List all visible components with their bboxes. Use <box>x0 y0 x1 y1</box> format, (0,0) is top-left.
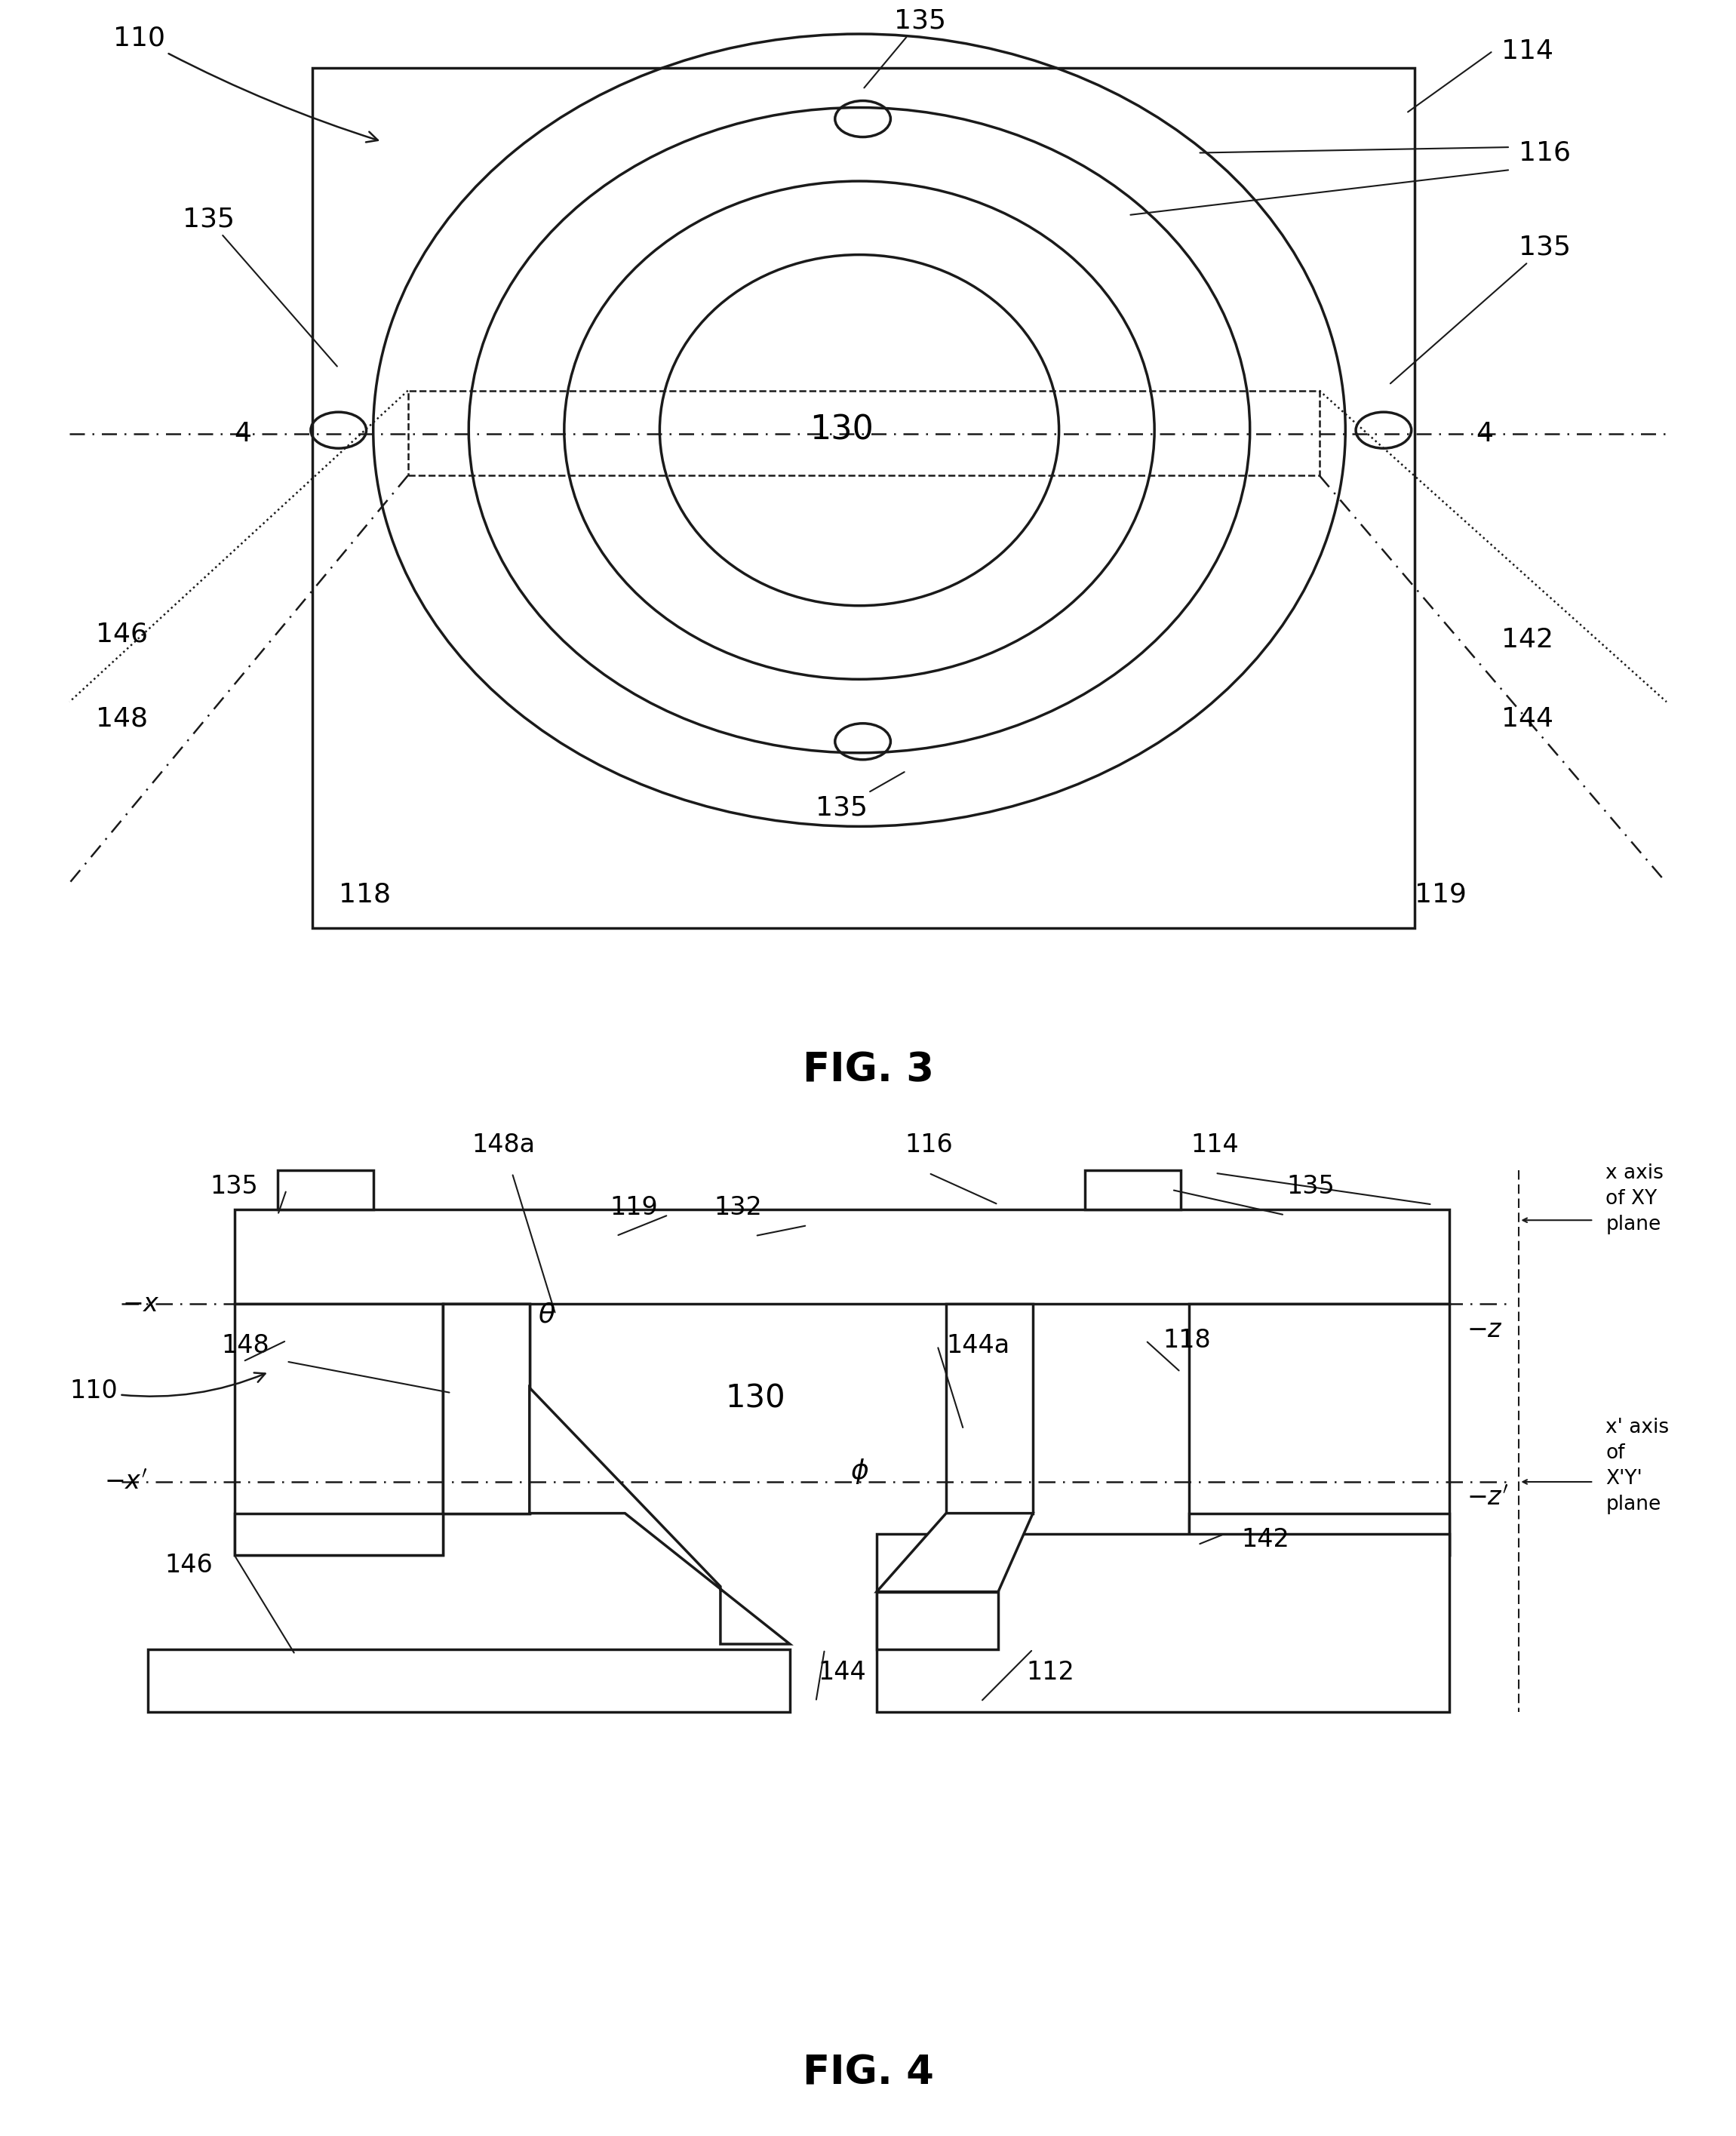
Text: 130: 130 <box>811 414 873 446</box>
Text: FIG. 4: FIG. 4 <box>802 2053 934 2093</box>
Text: 142: 142 <box>1241 1527 1290 1553</box>
Polygon shape <box>1189 1512 1450 1555</box>
Text: $\theta$: $\theta$ <box>538 1301 556 1326</box>
Text: 144: 144 <box>818 1660 866 1685</box>
Text: 148: 148 <box>220 1333 269 1358</box>
Text: 135: 135 <box>1286 1175 1335 1198</box>
Text: $-z$: $-z$ <box>1467 1318 1503 1344</box>
Text: 146: 146 <box>165 1553 214 1579</box>
Text: x axis
of XY
plane: x axis of XY plane <box>1606 1164 1663 1235</box>
Polygon shape <box>946 1303 1033 1512</box>
Polygon shape <box>148 1649 790 1713</box>
Text: 119: 119 <box>609 1196 658 1220</box>
Text: 110: 110 <box>69 1373 266 1403</box>
Polygon shape <box>278 1171 373 1209</box>
Text: 135: 135 <box>865 9 946 88</box>
Polygon shape <box>877 1512 1033 1591</box>
Text: $\phi$: $\phi$ <box>851 1457 868 1487</box>
Text: 119: 119 <box>1415 882 1467 908</box>
Polygon shape <box>877 1591 998 1649</box>
Text: 110: 110 <box>113 26 378 143</box>
Text: 114: 114 <box>1502 38 1554 64</box>
Text: 116: 116 <box>904 1132 953 1158</box>
Text: 118: 118 <box>339 882 391 908</box>
Text: 116: 116 <box>1519 141 1571 167</box>
Text: $-z'$: $-z'$ <box>1467 1485 1509 1510</box>
Text: 130: 130 <box>726 1382 785 1414</box>
Text: FIG. 3: FIG. 3 <box>802 1051 934 1089</box>
Text: x' axis
of
X'Y'
plane: x' axis of X'Y' plane <box>1606 1418 1670 1514</box>
Text: 148a: 148a <box>472 1132 535 1158</box>
Text: 4: 4 <box>234 421 252 446</box>
Text: 135: 135 <box>816 771 904 820</box>
Polygon shape <box>234 1303 443 1555</box>
Text: 114: 114 <box>1191 1132 1240 1158</box>
Text: 146: 146 <box>95 622 148 647</box>
Polygon shape <box>877 1534 1450 1713</box>
Text: 112: 112 <box>1026 1660 1075 1685</box>
Text: 135: 135 <box>182 205 337 367</box>
Polygon shape <box>1189 1303 1450 1555</box>
Text: 148: 148 <box>95 707 148 733</box>
Polygon shape <box>234 1512 443 1555</box>
Text: 144a: 144a <box>946 1333 1010 1358</box>
Polygon shape <box>529 1388 790 1645</box>
Text: 118: 118 <box>1163 1329 1212 1352</box>
Text: 135: 135 <box>1391 235 1571 384</box>
Text: 144: 144 <box>1502 707 1554 733</box>
Polygon shape <box>443 1303 529 1512</box>
Text: $-x'$: $-x'$ <box>104 1470 148 1495</box>
Text: 132: 132 <box>713 1196 762 1220</box>
Polygon shape <box>234 1209 1450 1303</box>
Polygon shape <box>443 1303 529 1512</box>
Text: 4: 4 <box>1476 421 1493 446</box>
Text: $-x$: $-x$ <box>122 1292 160 1316</box>
Polygon shape <box>1085 1171 1180 1209</box>
Text: 142: 142 <box>1502 626 1554 651</box>
Text: 135: 135 <box>210 1175 259 1198</box>
